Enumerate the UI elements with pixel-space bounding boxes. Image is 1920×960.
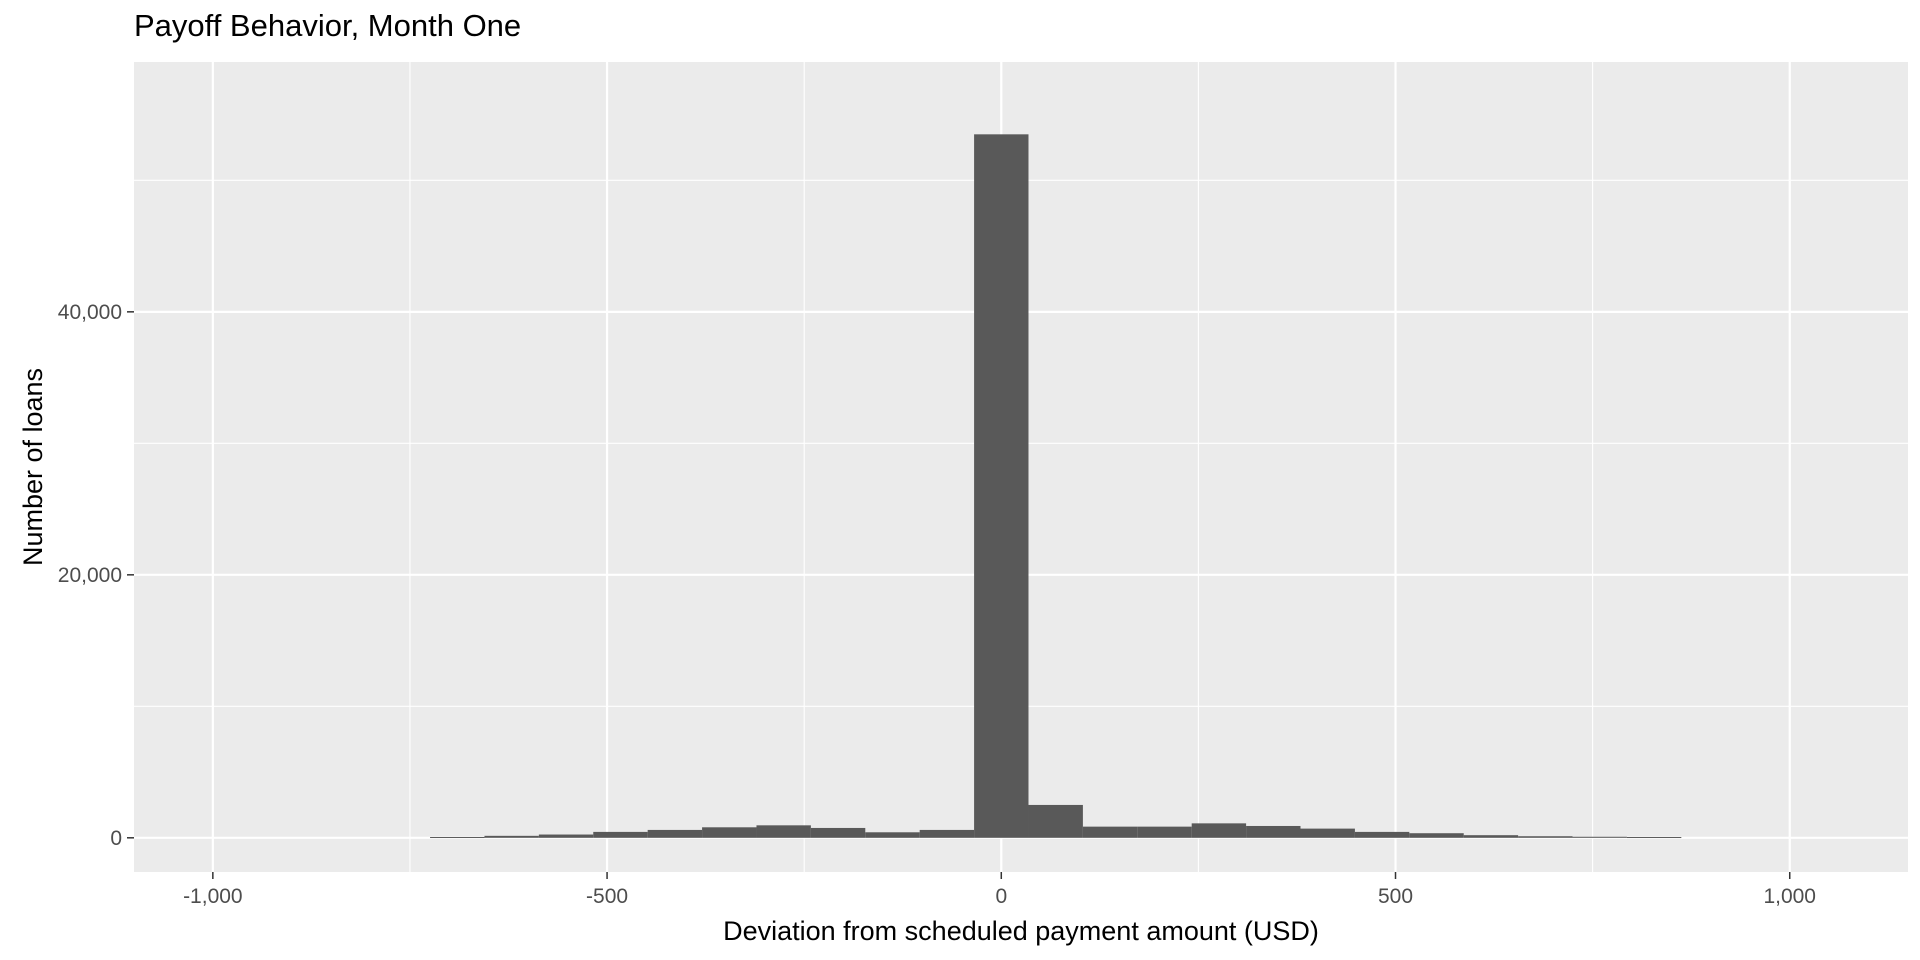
x-axis-tick-labels: -1,000 -500 0 500 1,000 xyxy=(183,885,1816,908)
histogram-bar xyxy=(430,837,485,839)
y-tick-label: 0 xyxy=(110,827,122,850)
histogram-bar xyxy=(1572,836,1627,838)
histogram-bar xyxy=(1626,837,1682,839)
y-tick-label: 40,000 xyxy=(58,301,122,324)
histogram-bar xyxy=(1028,804,1083,838)
histogram-bar xyxy=(1518,836,1573,838)
histogram-bar xyxy=(1463,835,1519,838)
histogram-bar xyxy=(702,827,757,838)
histogram-bar xyxy=(1137,826,1192,838)
histogram-bar xyxy=(865,832,920,838)
histogram-bar xyxy=(919,829,975,838)
histogram-bar xyxy=(974,134,1029,838)
histogram-bar xyxy=(647,829,703,838)
y-tick-label: 20,000 xyxy=(58,564,122,587)
x-tick-label: 500 xyxy=(1378,885,1413,908)
histogram-bar xyxy=(593,831,648,838)
histogram-bar xyxy=(1354,831,1410,838)
chart-title: Payoff Behavior, Month One xyxy=(134,8,522,43)
histogram-bar xyxy=(1409,833,1464,838)
x-tick-label: 1,000 xyxy=(1763,885,1816,908)
histogram-bar xyxy=(1246,825,1301,838)
axis-ticks xyxy=(127,311,1791,879)
x-tick-label: -1,000 xyxy=(183,885,243,908)
histogram-bar xyxy=(756,825,811,838)
histogram-bar xyxy=(484,835,539,838)
x-axis-title: Deviation from scheduled payment amount … xyxy=(723,916,1319,946)
histogram-bar xyxy=(1191,823,1247,838)
y-axis-title: Number of loans xyxy=(18,368,48,566)
histogram-bar xyxy=(1082,826,1138,838)
histogram-bar xyxy=(1300,828,1355,838)
histogram-bar xyxy=(810,827,866,838)
x-tick-label: 0 xyxy=(995,885,1007,908)
histogram-bars xyxy=(430,134,1682,839)
x-tick-label: -500 xyxy=(586,885,628,908)
y-axis-tick-labels: 0 20,000 40,000 xyxy=(58,301,122,850)
histogram-bar xyxy=(538,834,594,838)
